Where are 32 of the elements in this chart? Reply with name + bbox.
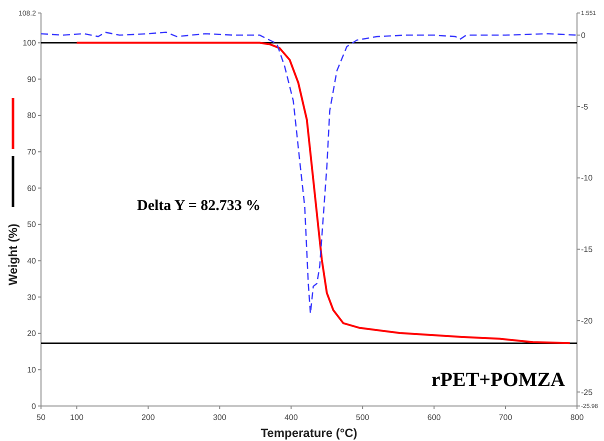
y-tick-label: 80 <box>27 111 37 120</box>
y-axis-title: Weight (%) <box>6 224 20 286</box>
y-tick-label: 70 <box>27 148 37 157</box>
y2-tick-label: -25 <box>581 388 594 397</box>
x-tick-label: 600 <box>427 413 442 422</box>
x-tick-label: 50 <box>36 413 46 422</box>
y-tick-label: 90 <box>27 74 37 84</box>
y-tick-label: 100 <box>22 38 37 48</box>
y-tick-label: 40 <box>27 256 37 266</box>
y2-tick-label: 0 <box>581 30 586 40</box>
y-tick-label: 30 <box>27 292 37 302</box>
y2-tick-label: -5 <box>581 102 589 112</box>
y-tick-label: 10 <box>27 365 37 374</box>
line-series <box>76 42 571 344</box>
x-tick-label: 500 <box>356 413 370 422</box>
annotation: Delta Y = 82.733 % <box>137 198 261 214</box>
y-tick-label: 0 <box>32 402 37 411</box>
x-tick-label: 100 <box>70 413 84 422</box>
y-tick-label: 50 <box>27 220 37 230</box>
y2-tick-label: -20 <box>581 316 594 326</box>
y2-tick-label: -10 <box>581 174 594 183</box>
x-tick-label: 800 <box>570 413 584 422</box>
x-axis-title: Temperature (°C) <box>260 426 358 440</box>
annotation: rPET+POMZA <box>431 369 566 391</box>
x-tick-label: 300 <box>212 413 227 422</box>
x-tick-label: 400 <box>284 413 298 422</box>
x-tick-label: 700 <box>498 413 513 422</box>
line-series <box>40 32 578 314</box>
y-tick-label: 60 <box>27 184 37 193</box>
y-tick-label: 20 <box>27 329 37 338</box>
y2-tick-label: -15 <box>581 245 594 254</box>
x-tick-label: 200 <box>142 413 156 422</box>
